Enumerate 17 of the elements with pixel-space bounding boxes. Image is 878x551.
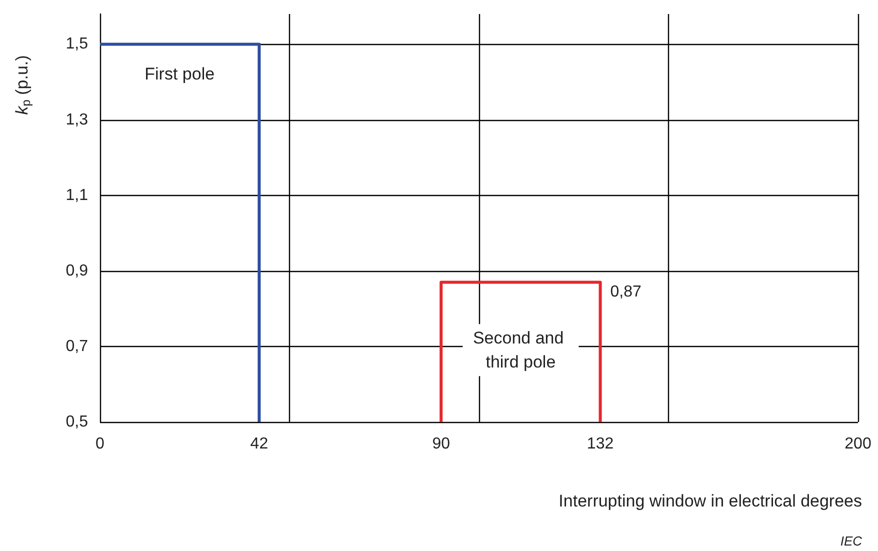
y-tick-label: 0,7 <box>66 338 88 355</box>
x-tick-label: 90 <box>432 436 450 452</box>
x-tick-label: 0 <box>96 436 105 452</box>
x-tick-label: 42 <box>250 436 268 452</box>
y-tick-label: 1,1 <box>66 186 88 204</box>
y-tick-label: 0,5 <box>66 414 88 430</box>
y-tick-label: 1,3 <box>66 111 88 128</box>
x-axis-title: Interrupting window in electrical degrees <box>558 492 862 510</box>
series-label: First pole <box>144 64 215 84</box>
x-tick-label: 132 <box>586 436 614 452</box>
annotation: 0,87 <box>610 284 642 301</box>
x-tick-label: 200 <box>844 436 872 452</box>
y-tick-label: 1,5 <box>66 36 88 53</box>
y-tick-label: 0,9 <box>66 262 88 280</box>
text: IEC <box>840 534 863 548</box>
series-label: Second and third pole <box>472 328 568 372</box>
y-axis-title: kp (p.u.) <box>12 55 33 115</box>
